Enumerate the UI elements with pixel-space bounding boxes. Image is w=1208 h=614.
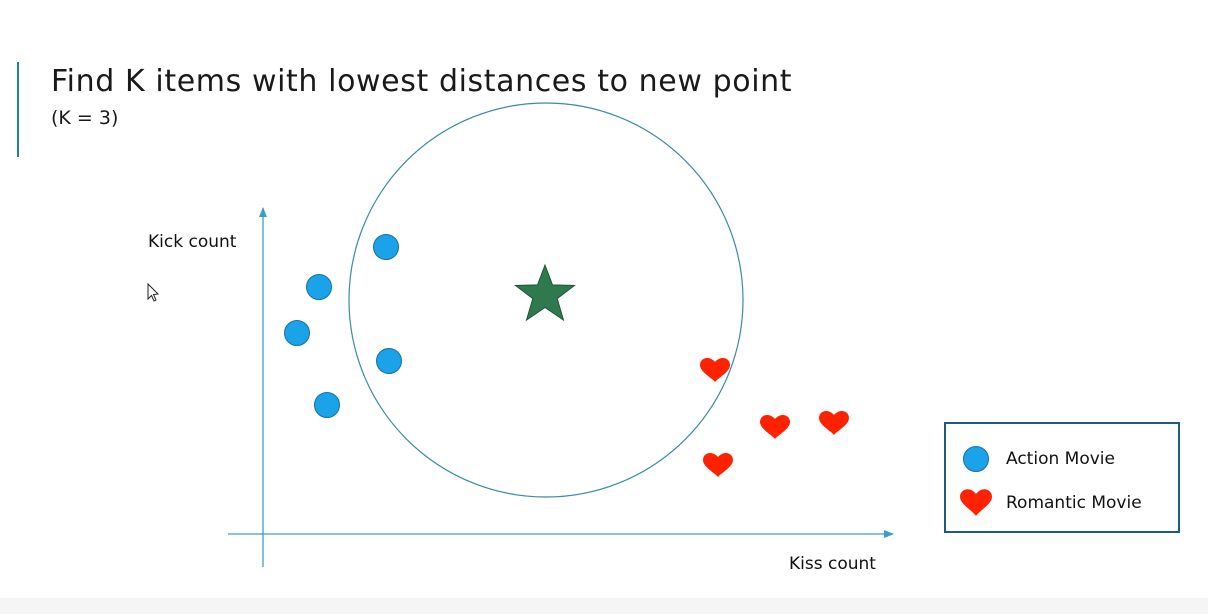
romantic-movie-point xyxy=(760,415,790,439)
slide-title: Find K items with lowest distances to ne… xyxy=(51,64,793,99)
action-movie-point xyxy=(376,348,402,374)
action-movie-point xyxy=(306,274,332,300)
circle-marker-icon xyxy=(963,446,989,472)
accent-bar xyxy=(17,62,19,157)
action-movie-point xyxy=(284,320,310,346)
legend: Action Movie Romantic Movie xyxy=(944,422,1180,533)
legend-item-romantic: Romantic Movie xyxy=(946,487,1142,519)
romantic-movie-point xyxy=(700,358,730,382)
romantic-movie-point xyxy=(703,453,733,477)
heart-icon xyxy=(960,489,992,516)
action-movie-point xyxy=(314,392,340,418)
new-point-star-icon xyxy=(514,263,576,322)
x-axis-label: Kiss count xyxy=(789,554,876,574)
y-axis-label: Kick count xyxy=(148,232,237,252)
slide-subtitle: (K = 3) xyxy=(51,107,119,129)
action-movie-point xyxy=(373,234,399,260)
legend-label-romantic: Romantic Movie xyxy=(1006,493,1142,513)
bottom-strip xyxy=(0,598,1208,614)
legend-item-action: Action Movie xyxy=(946,444,1115,474)
cursor-icon xyxy=(147,282,160,302)
legend-label-action: Action Movie xyxy=(1006,449,1115,469)
k-neighborhood-circle xyxy=(348,102,744,498)
romantic-movie-point xyxy=(819,411,849,435)
